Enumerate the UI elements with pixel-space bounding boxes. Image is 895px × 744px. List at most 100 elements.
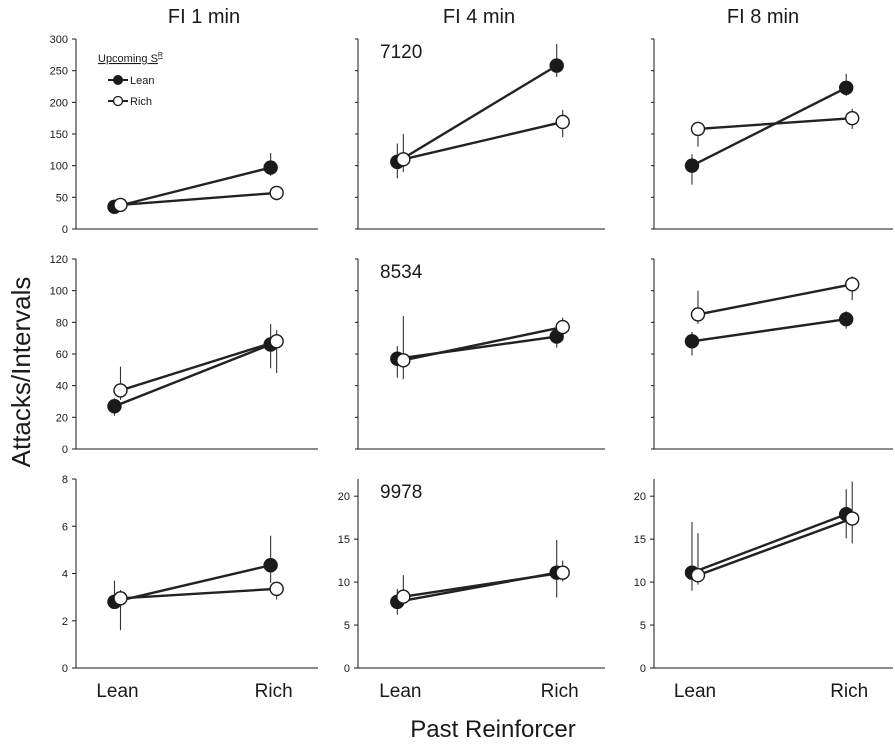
series-line-rich bbox=[697, 283, 853, 316]
legend-marker-lean bbox=[113, 75, 123, 85]
data-point-lean bbox=[839, 311, 854, 327]
data-point-rich bbox=[396, 353, 411, 368]
data-point-rich bbox=[690, 307, 706, 322]
y-tick-label: 10 bbox=[634, 577, 646, 589]
x-category-label: Rich bbox=[830, 681, 868, 702]
y-tick-label: 4 bbox=[62, 569, 68, 581]
y-tick-label: 50 bbox=[56, 192, 68, 204]
subject-label: 8534 bbox=[380, 262, 423, 283]
series-line-rich bbox=[403, 325, 563, 362]
x-category-label: Lean bbox=[674, 681, 716, 702]
series-line-lean bbox=[691, 513, 847, 574]
data-point-lean bbox=[684, 334, 700, 349]
series-line-lean bbox=[114, 564, 271, 604]
y-tick-label: 100 bbox=[50, 161, 68, 173]
data-point-lean bbox=[839, 80, 854, 95]
series-line-lean bbox=[396, 64, 558, 163]
y-tick-label: 20 bbox=[338, 491, 350, 503]
x-category-label: Rich bbox=[541, 681, 579, 702]
data-point-lean bbox=[263, 160, 278, 175]
panel-1-2: 7120 bbox=[355, 38, 605, 230]
data-point-lean bbox=[107, 399, 122, 414]
data-point-rich bbox=[690, 121, 706, 137]
series-line-lean bbox=[691, 317, 847, 343]
series-line-lean bbox=[114, 343, 272, 408]
panel-2-1: 0 20 40 60 80 100 120 bbox=[50, 254, 318, 456]
data-point-rich bbox=[396, 589, 411, 604]
y-tick-label: 5 bbox=[640, 620, 646, 632]
panel-3-2: 0 5 10 15 20 9978 Lean Rich bbox=[338, 479, 605, 702]
series-line-rich bbox=[697, 517, 853, 577]
x-category-label: Rich bbox=[255, 681, 293, 702]
y-tick-label: 15 bbox=[338, 534, 350, 546]
y-tick-label: 300 bbox=[50, 34, 68, 46]
subject-label: 7120 bbox=[380, 42, 422, 63]
y-tick-label: 15 bbox=[634, 534, 646, 546]
subject-label: 9978 bbox=[380, 482, 422, 503]
column-title-fi-4-min: FI 4 min bbox=[443, 6, 515, 28]
legend-label-lean: Lean bbox=[130, 75, 154, 87]
y-tick-label: 250 bbox=[50, 66, 68, 78]
legend-marker-rich bbox=[112, 95, 124, 107]
y-tick-label: 20 bbox=[634, 491, 646, 503]
y-tick-label: 120 bbox=[50, 254, 68, 266]
data-point-rich bbox=[396, 152, 411, 167]
y-tick-label: 20 bbox=[56, 412, 68, 424]
y-tick-label: 0 bbox=[62, 224, 68, 236]
y-tick-label: 10 bbox=[338, 577, 350, 589]
column-title-fi-8-min: FI 8 min bbox=[727, 6, 799, 28]
y-tick-label: 100 bbox=[50, 286, 68, 298]
y-tick-label: 8 bbox=[62, 474, 68, 486]
x-category-label: Lean bbox=[379, 681, 421, 702]
data-point-rich bbox=[690, 568, 706, 583]
series-line-rich bbox=[120, 340, 277, 392]
panel-2-2: 8534 bbox=[355, 258, 605, 450]
data-point-rich bbox=[269, 185, 284, 201]
series-line-rich bbox=[697, 116, 853, 131]
series-line-rich bbox=[120, 587, 277, 600]
panel-1-3 bbox=[651, 38, 893, 230]
data-point-lean bbox=[684, 158, 700, 173]
data-point-rich bbox=[113, 383, 128, 398]
y-tick-label: 0 bbox=[62, 663, 68, 675]
y-tick-label: 0 bbox=[62, 444, 68, 456]
data-point-lean bbox=[549, 58, 564, 73]
data-point-rich bbox=[845, 511, 860, 526]
panel-3-3: 0 5 10 15 20 Lean Rich bbox=[634, 479, 893, 702]
data-point-rich bbox=[555, 565, 570, 580]
data-point-rich bbox=[113, 591, 128, 606]
y-tick-label: 0 bbox=[344, 663, 350, 675]
legend-title: Upcoming SR bbox=[98, 52, 163, 65]
y-tick-label: 0 bbox=[640, 663, 646, 675]
data-point-lean bbox=[263, 558, 278, 573]
legend: Upcoming SR Lean Rich bbox=[98, 52, 163, 108]
panel-2-3 bbox=[651, 258, 893, 450]
x-category-label: Lean bbox=[96, 681, 138, 702]
y-axis-label: Attacks/Intervals bbox=[6, 277, 36, 468]
series-line-lean bbox=[114, 166, 271, 208]
series-line-rich bbox=[403, 120, 563, 161]
data-point-rich bbox=[555, 114, 570, 130]
y-tick-label: 80 bbox=[56, 317, 68, 329]
panel-3-1: 0 2 4 6 8 Lean Rich bbox=[62, 474, 318, 702]
panel-1-1: 0 50 100 150 200 250 300 bbox=[50, 34, 318, 236]
data-point-rich bbox=[845, 110, 860, 126]
x-axis-label: Past Reinforcer bbox=[410, 716, 575, 743]
column-title-fi-1-min: FI 1 min bbox=[168, 6, 240, 28]
data-point-rich bbox=[113, 197, 128, 213]
panels: 0501001502002503007120020406080100120853… bbox=[50, 34, 893, 702]
y-tick-label: 200 bbox=[50, 97, 68, 109]
series-line-rich bbox=[403, 571, 563, 598]
y-tick-label: 40 bbox=[56, 381, 68, 393]
y-tick-label: 60 bbox=[56, 349, 68, 361]
legend-label-rich: Rich bbox=[130, 96, 152, 108]
series-line-lean bbox=[691, 86, 847, 167]
data-point-rich bbox=[845, 277, 860, 292]
y-tick-label: 150 bbox=[50, 129, 68, 141]
series-line-rich bbox=[120, 191, 277, 207]
data-point-rich bbox=[269, 334, 284, 349]
data-point-rich bbox=[269, 581, 284, 597]
column-titles: FI 1 min FI 4 min FI 8 min bbox=[168, 6, 799, 28]
y-tick-label: 2 bbox=[62, 616, 68, 628]
